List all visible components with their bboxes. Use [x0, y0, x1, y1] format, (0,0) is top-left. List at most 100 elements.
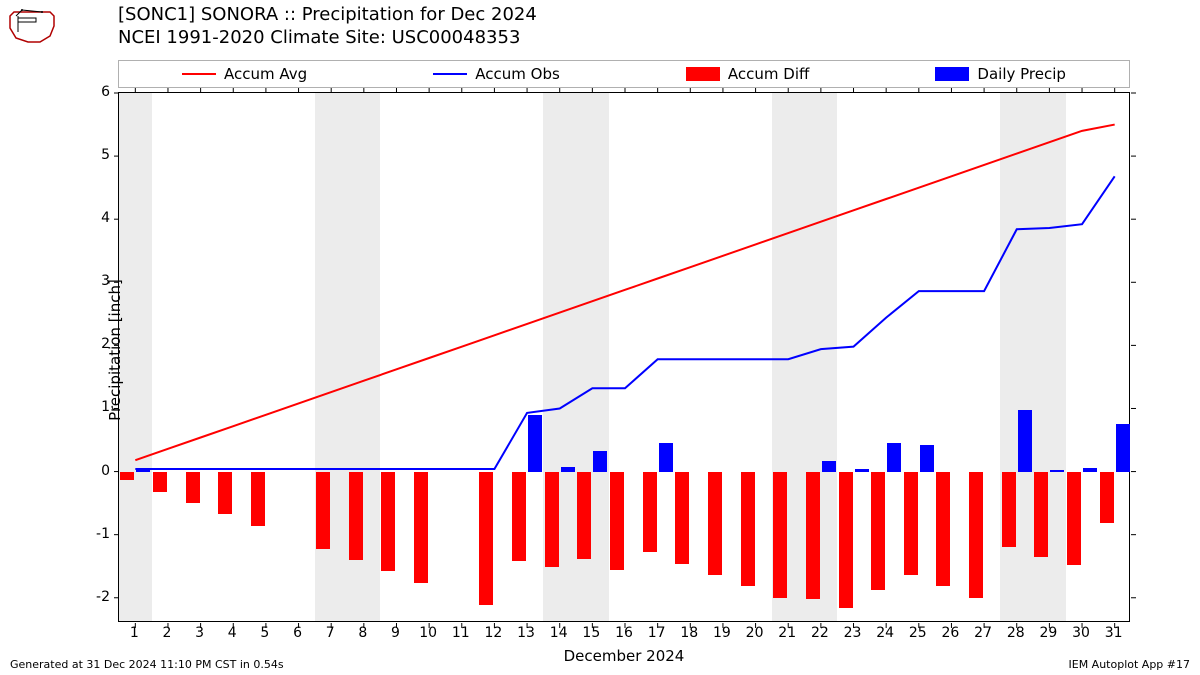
- bar-accum-diff: [545, 472, 559, 568]
- x-tick-label: 24: [876, 625, 894, 641]
- y-tick-label: 6: [70, 84, 110, 100]
- x-tick-label: 3: [195, 625, 204, 641]
- bar-accum-diff: [120, 472, 134, 481]
- title-line-1: [SONC1] SONORA :: Precipitation for Dec …: [118, 4, 537, 27]
- legend-label: Daily Precip: [977, 65, 1066, 83]
- bar-accum-diff: [186, 472, 200, 504]
- bar-accum-diff: [577, 472, 591, 559]
- bar-accum-diff: [708, 472, 722, 575]
- y-tick-label: -1: [70, 526, 110, 542]
- x-tick-label: 26: [942, 625, 960, 641]
- bar-daily-precip: [528, 415, 542, 471]
- legend-label: Accum Avg: [224, 65, 307, 83]
- x-tick-label: 23: [844, 625, 862, 641]
- x-tick-label: 5: [260, 625, 269, 641]
- x-tick-label: 8: [358, 625, 367, 641]
- y-tick-label: 1: [70, 399, 110, 415]
- bar-accum-diff: [349, 472, 363, 560]
- x-tick-label: 15: [582, 625, 600, 641]
- x-tick-label: 11: [452, 625, 470, 641]
- x-tick-label: 1: [130, 625, 139, 641]
- bar-accum-diff: [1067, 472, 1081, 565]
- bar-accum-diff: [773, 472, 787, 598]
- legend-swatch: [686, 67, 720, 81]
- footer-generated: Generated at 31 Dec 2024 11:10 PM CST in…: [10, 658, 284, 671]
- bar-accum-diff: [643, 472, 657, 553]
- title-line-2: NCEI 1991-2020 Climate Site: USC00048353: [118, 27, 537, 50]
- bar-daily-precip: [1018, 410, 1032, 472]
- x-tick-label: 18: [680, 625, 698, 641]
- legend-item: Accum Diff: [686, 65, 809, 83]
- legend-item: Daily Precip: [935, 65, 1066, 83]
- x-tick-label: 31: [1105, 625, 1123, 641]
- bar-accum-diff: [381, 472, 395, 572]
- x-tick-label: 21: [778, 625, 796, 641]
- bar-daily-precip: [887, 443, 901, 472]
- bar-accum-diff: [218, 472, 232, 515]
- y-tick-label: 0: [70, 463, 110, 479]
- legend-item: Accum Obs: [433, 65, 560, 83]
- bar-accum-diff: [153, 472, 167, 492]
- bar-accum-diff: [936, 472, 950, 587]
- bar-accum-diff: [904, 472, 918, 575]
- bar-daily-precip: [1083, 468, 1097, 472]
- x-tick-label: 20: [746, 625, 764, 641]
- bar-accum-diff: [479, 472, 493, 606]
- y-tick-label: 2: [70, 336, 110, 352]
- bar-accum-diff: [1034, 472, 1048, 558]
- line-accum-obs: [135, 176, 1114, 469]
- x-tick-label: 2: [162, 625, 171, 641]
- bar-accum-diff: [610, 472, 624, 570]
- x-tick-label: 6: [293, 625, 302, 641]
- bar-accum-diff: [675, 472, 689, 564]
- bar-accum-diff: [1100, 472, 1114, 524]
- legend-label: Accum Obs: [475, 65, 560, 83]
- bar-daily-precip: [822, 461, 836, 471]
- legend-swatch: [433, 73, 467, 75]
- x-tick-label: 25: [909, 625, 927, 641]
- x-tick-label: 10: [419, 625, 437, 641]
- line-accum-avg: [135, 125, 1114, 461]
- bar-accum-diff: [839, 472, 853, 608]
- legend-label: Accum Diff: [728, 65, 809, 83]
- footer-app: IEM Autoplot App #17: [1069, 658, 1191, 671]
- x-tick-label: 16: [615, 625, 633, 641]
- bar-accum-diff: [871, 472, 885, 591]
- x-tick-label: 29: [1039, 625, 1057, 641]
- legend-item: Accum Avg: [182, 65, 307, 83]
- x-tick-label: 12: [484, 625, 502, 641]
- bar-daily-precip: [1116, 424, 1130, 472]
- bar-accum-diff: [414, 472, 428, 583]
- x-tick-label: 7: [326, 625, 335, 641]
- x-tick-label: 27: [974, 625, 992, 641]
- y-tick-label: 3: [70, 273, 110, 289]
- bar-accum-diff: [741, 472, 755, 587]
- bar-daily-precip: [1050, 470, 1064, 471]
- bar-accum-diff: [806, 472, 820, 599]
- iem-logo: [6, 6, 60, 46]
- x-tick-label: 19: [713, 625, 731, 641]
- y-tick-label: -2: [70, 589, 110, 605]
- x-tick-label: 28: [1007, 625, 1025, 641]
- legend: Accum Avg Accum Obs Accum Diff Daily Precip: [118, 60, 1130, 88]
- bar-accum-diff: [1002, 472, 1016, 548]
- bar-accum-diff: [512, 472, 526, 561]
- bar-daily-precip: [593, 451, 607, 471]
- x-tick-label: 13: [517, 625, 535, 641]
- plot-area: [118, 92, 1130, 622]
- bar-accum-diff: [251, 472, 265, 526]
- x-tick-label: 4: [228, 625, 237, 641]
- x-tick-label: 14: [550, 625, 568, 641]
- bar-accum-diff: [316, 472, 330, 549]
- bar-daily-precip: [136, 469, 150, 472]
- legend-swatch: [935, 67, 969, 81]
- bar-accum-diff: [969, 472, 983, 598]
- x-tick-label: 30: [1072, 625, 1090, 641]
- y-tick-label: 5: [70, 147, 110, 163]
- legend-swatch: [182, 73, 216, 75]
- bar-daily-precip: [855, 469, 869, 472]
- bar-daily-precip: [561, 467, 575, 471]
- bar-daily-precip: [659, 443, 673, 472]
- y-tick-label: 4: [70, 210, 110, 226]
- x-tick-label: 22: [811, 625, 829, 641]
